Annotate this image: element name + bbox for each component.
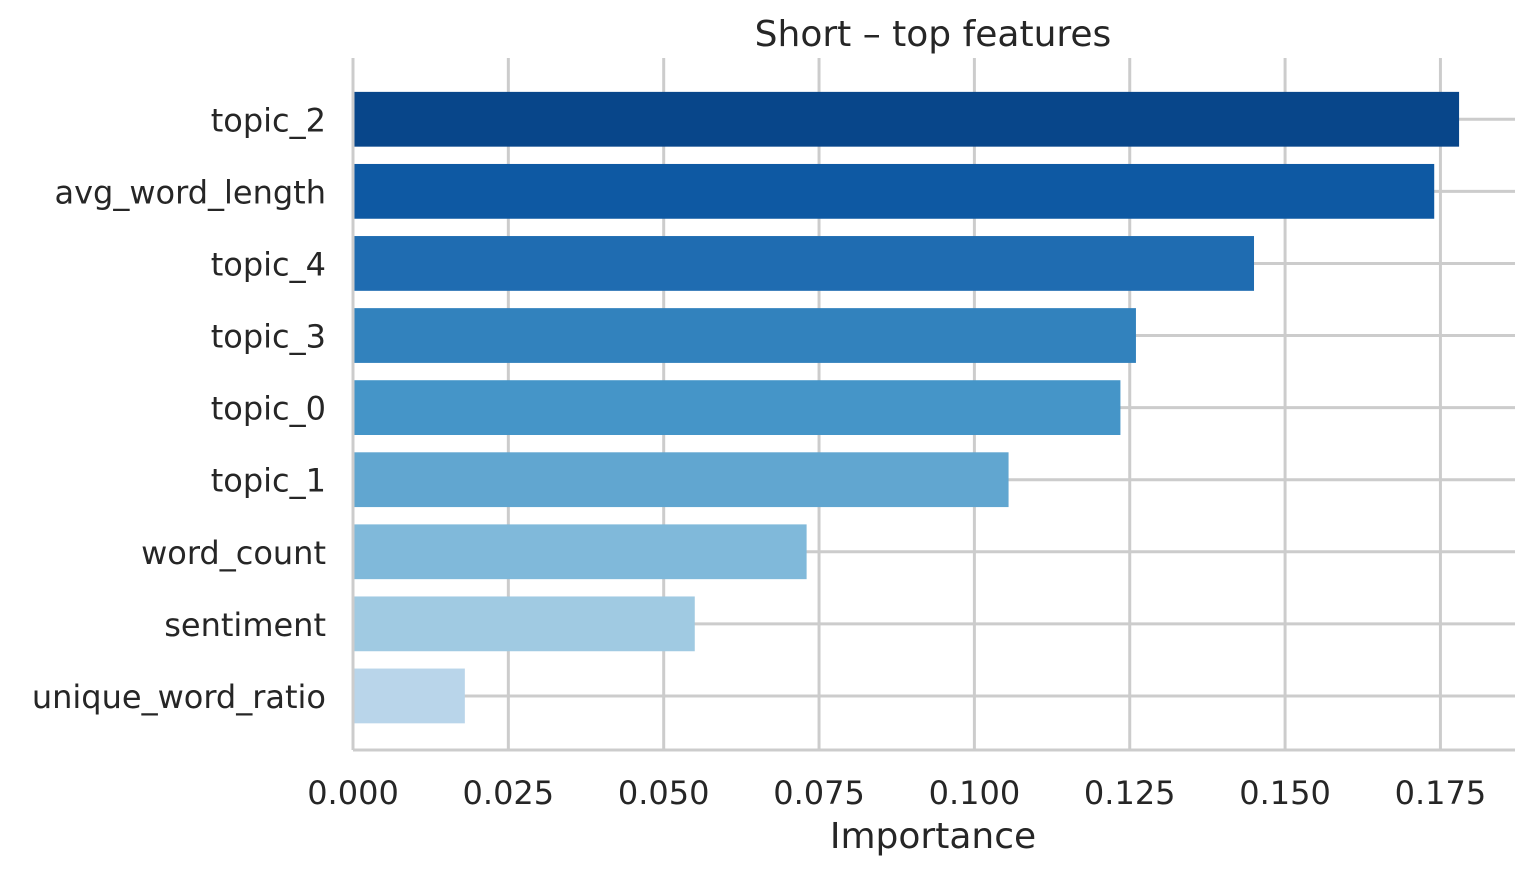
chart-title: Short – top features — [755, 14, 1112, 55]
y-tick-label: topic_0 — [211, 390, 326, 428]
x-tick-label: 0.050 — [618, 774, 710, 812]
bar-unique_word_ratio — [353, 668, 465, 724]
x-axis-label: Importance — [830, 816, 1036, 857]
y-tick-label: sentiment — [164, 606, 326, 644]
x-tick-label: 0.025 — [463, 774, 555, 812]
x-tick-label: 0.000 — [307, 774, 399, 812]
axis-layer — [351, 58, 1515, 752]
x-tick-label: 0.125 — [1084, 774, 1176, 812]
bar-word_count — [353, 524, 807, 580]
y-tick-label: topic_2 — [211, 101, 326, 139]
y-tick-label: word_count — [141, 534, 326, 572]
y-tick-label: avg_word_length — [54, 173, 326, 211]
bar-topic_0 — [353, 380, 1121, 435]
y-tick-labels: topic_2 avg_word_length topic_4 topic_3topi… — [32, 101, 326, 716]
bars-layer — [353, 91, 1460, 724]
x-tick-label: 0.100 — [929, 774, 1021, 812]
x-tick-label: 0.075 — [773, 774, 865, 812]
y-tick-label: topic_4 — [211, 245, 326, 283]
x-tick-labels: 0.000 0.025 0.050 0.075 0.100 0.125 0.150 0.175 — [307, 774, 1486, 812]
bar-topic_2 — [353, 91, 1460, 147]
x-tick-label: 0.150 — [1239, 774, 1331, 812]
y-tick-label: topic_3 — [211, 318, 326, 356]
bar-avg_word_length — [353, 163, 1435, 219]
bar-topic_3 — [353, 308, 1136, 363]
y-tick-label: unique_word_ratio — [32, 678, 326, 716]
bar-topic_1 — [353, 452, 1009, 508]
bar-topic_4 — [353, 236, 1255, 291]
bar-sentiment — [353, 596, 695, 652]
x-tick-label: 0.175 — [1395, 774, 1487, 812]
y-tick-label: topic_1 — [211, 462, 326, 500]
